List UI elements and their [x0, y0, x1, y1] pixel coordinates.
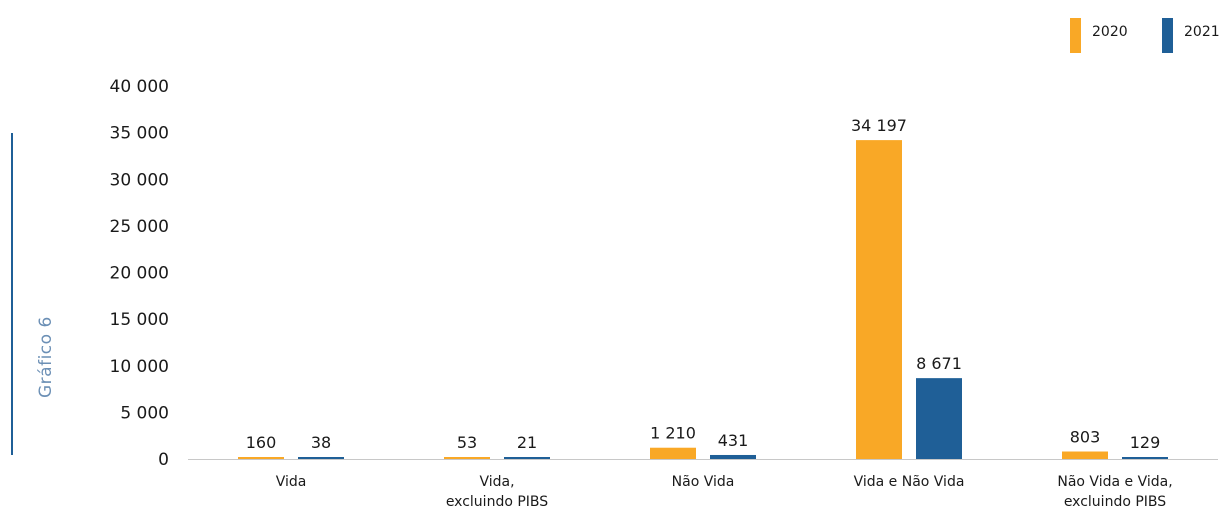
legend-label-2020: 2020 — [1092, 24, 1128, 40]
y-tick-label: 15 000 — [110, 310, 169, 330]
legend-label-2021: 2021 — [1184, 24, 1220, 40]
y-tick-label: 25 000 — [110, 217, 169, 237]
bar-2021 — [916, 378, 962, 459]
bar-2020 — [856, 140, 902, 459]
data-label: 129 — [1130, 433, 1161, 452]
x-tick-label: Vida e Não Vida — [854, 474, 965, 490]
x-tick-label: Vida — [276, 474, 307, 490]
y-tick-label: 0 — [158, 450, 169, 470]
y-tick-label: 20 000 — [110, 264, 169, 284]
bar-2020 — [238, 457, 284, 459]
data-label: 53 — [457, 433, 477, 452]
y-tick-label: 30 000 — [110, 170, 169, 190]
side-rule — [11, 133, 13, 455]
data-label: 803 — [1070, 428, 1101, 447]
data-label: 8 671 — [916, 354, 962, 373]
bar-2020 — [650, 447, 696, 459]
x-tick-label: Não Vida — [672, 474, 735, 490]
y-tick-label: 35 000 — [110, 124, 169, 144]
bar-2021 — [710, 454, 756, 459]
x-tick-label: Vida, — [479, 474, 514, 490]
data-label: 38 — [311, 433, 331, 452]
data-label: 34 197 — [851, 116, 907, 135]
x-tick-label: excluindo PIBS — [446, 494, 548, 510]
bar-2021 — [298, 457, 344, 459]
data-label: 21 — [517, 433, 537, 452]
legend-swatch-2021 — [1162, 18, 1173, 53]
y-tick-label: 40 000 — [110, 77, 169, 97]
bar-2020 — [444, 457, 490, 459]
data-label: 160 — [246, 433, 277, 452]
data-label: 1 210 — [650, 424, 696, 443]
bar-2021 — [504, 457, 550, 459]
legend-swatch-2020 — [1070, 18, 1081, 53]
data-label: 431 — [718, 431, 749, 450]
bar-2020 — [1062, 451, 1108, 459]
bar-2021 — [1122, 457, 1168, 459]
y-tick-label: 5 000 — [120, 403, 169, 423]
x-tick-label: Não Vida e Vida, — [1057, 474, 1172, 490]
x-tick-label: excluindo PIBS — [1064, 494, 1166, 510]
y-tick-label: 10 000 — [110, 357, 169, 377]
